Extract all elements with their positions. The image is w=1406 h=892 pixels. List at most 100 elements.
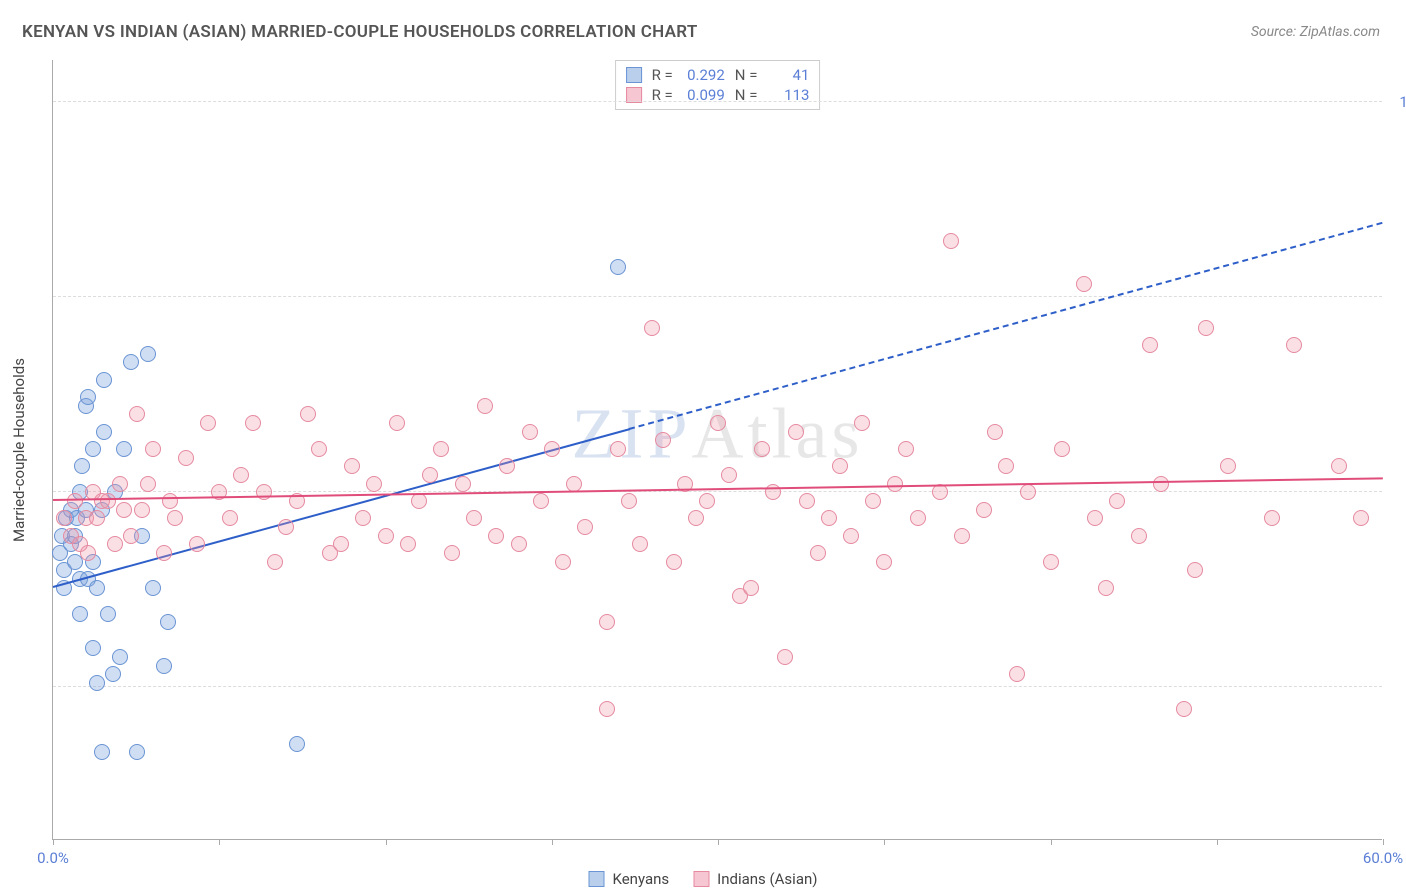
scatter-point (444, 545, 460, 561)
scatter-point (145, 441, 161, 457)
scatter-point (1153, 476, 1169, 492)
x-tick (1383, 839, 1384, 845)
n-label: N = (735, 66, 758, 84)
grid-line: 32.5% (53, 686, 1382, 687)
scatter-point (189, 536, 205, 552)
scatter-point (80, 389, 96, 405)
scatter-point (245, 415, 261, 431)
scatter-point (134, 502, 150, 518)
scatter-point (843, 528, 859, 544)
chart-title: KENYAN VS INDIAN (ASIAN) MARRIED-COUPLE … (22, 22, 698, 42)
scatter-point (610, 441, 626, 457)
scatter-point (810, 545, 826, 561)
scatter-point (1076, 276, 1092, 292)
scatter-point (522, 424, 538, 440)
scatter-point (422, 467, 438, 483)
scatter-point (721, 467, 737, 483)
scatter-point (156, 658, 172, 674)
scatter-point (599, 614, 615, 630)
scatter-point (577, 519, 593, 535)
scatter-point (1286, 337, 1302, 353)
scatter-point (621, 493, 637, 509)
y-tick-label: 77.5% (1388, 288, 1406, 306)
scatter-point (655, 432, 671, 448)
grid-line: 55.0% (53, 491, 1382, 492)
scatter-point (688, 510, 704, 526)
scatter-point (178, 450, 194, 466)
scatter-point (140, 476, 156, 492)
scatter-point (289, 736, 305, 752)
scatter-point (167, 510, 183, 526)
scatter-point (488, 528, 504, 544)
scatter-point (116, 441, 132, 457)
r-value: 0.292 (679, 66, 725, 84)
scatter-point (89, 510, 105, 526)
scatter-point (433, 441, 449, 457)
scatter-point (72, 606, 88, 622)
scatter-point (1109, 493, 1125, 509)
scatter-point (366, 476, 382, 492)
scatter-point (511, 536, 527, 552)
scatter-point (311, 441, 327, 457)
scatter-point (632, 536, 648, 552)
scatter-point (1187, 562, 1203, 578)
scatter-point (1043, 554, 1059, 570)
scatter-point (610, 259, 626, 275)
x-tick (1051, 839, 1052, 845)
r-label: R = (652, 66, 673, 84)
scatter-point (788, 424, 804, 440)
n-value: 41 (763, 66, 809, 84)
scatter-point (1220, 458, 1236, 474)
scatter-point (832, 458, 848, 474)
x-tick (1217, 839, 1218, 845)
scatter-point (455, 476, 471, 492)
scatter-point (411, 493, 427, 509)
scatter-point (555, 554, 571, 570)
scatter-point (256, 484, 272, 500)
x-tick (884, 839, 885, 845)
x-tick (552, 839, 553, 845)
y-axis-label: Married-couple Households (10, 358, 28, 542)
scatter-point (1142, 337, 1158, 353)
scatter-point (56, 510, 72, 526)
scatter-point (865, 493, 881, 509)
scatter-point (777, 649, 793, 665)
scatter-point (89, 580, 105, 596)
scatter-point (544, 441, 560, 457)
scatter-point (267, 554, 283, 570)
scatter-point (754, 441, 770, 457)
source-label: Source: ZipAtlas.com (1251, 24, 1380, 40)
scatter-point (1009, 666, 1025, 682)
legend-swatch (589, 871, 605, 887)
scatter-point (499, 458, 515, 474)
legend-label: Kenyans (613, 870, 670, 888)
legend-swatch (693, 871, 709, 887)
scatter-point (699, 493, 715, 509)
scatter-point (116, 502, 132, 518)
scatter-point (1087, 510, 1103, 526)
stats-row: R = 0.292 N = 41 (622, 65, 814, 85)
scatter-point (1054, 441, 1070, 457)
scatter-point (710, 415, 726, 431)
scatter-point (100, 606, 116, 622)
scatter-point (1020, 484, 1036, 500)
x-tick (219, 839, 220, 845)
y-tick-label: 100.0% (1388, 93, 1406, 111)
scatter-point (233, 467, 249, 483)
scatter-point (1331, 458, 1347, 474)
scatter-point (112, 476, 128, 492)
scatter-point (129, 744, 145, 760)
scatter-point (80, 545, 96, 561)
scatter-point (162, 493, 178, 509)
scatter-point (821, 510, 837, 526)
scatter-point (898, 441, 914, 457)
scatter-point (344, 458, 360, 474)
scatter-point (129, 406, 145, 422)
scatter-point (533, 493, 549, 509)
scatter-point (1131, 528, 1147, 544)
scatter-point (160, 614, 176, 630)
legend-item: Indians (Asian) (693, 870, 817, 888)
scatter-point (85, 640, 101, 656)
scatter-point (1353, 510, 1369, 526)
scatter-point (355, 510, 371, 526)
